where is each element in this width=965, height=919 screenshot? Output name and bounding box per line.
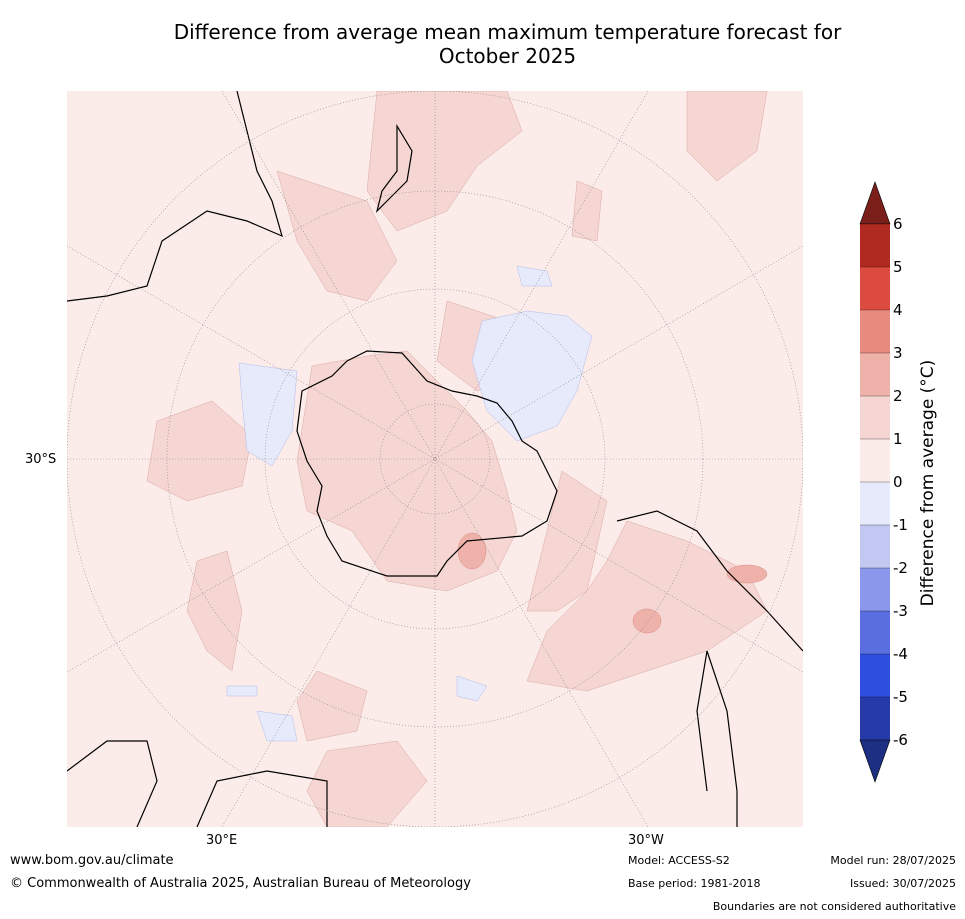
south-america-coastline — [616, 510, 803, 827]
footer-model: Model: ACCESS-S2 — [628, 854, 730, 867]
colorbar-tick-label: 1 — [893, 430, 903, 448]
colorbar-tick-label: 0 — [893, 473, 903, 491]
continent-coastlines — [67, 91, 803, 827]
africa-coastline — [67, 740, 328, 827]
footer-base-period: Base period: 1981-2018 — [628, 877, 761, 890]
colorbar-segment — [860, 568, 890, 611]
colorbar — [859, 181, 891, 783]
polar-map — [67, 91, 803, 827]
lat-label-30s: 30°S — [25, 452, 57, 467]
colorbar-segment — [860, 697, 890, 740]
colorbar-tick-label: -3 — [893, 602, 908, 620]
footer-website[interactable]: www.bom.gov.au/climate — [10, 853, 174, 868]
lon-label-30e: 30°E — [206, 833, 238, 848]
colorbar-tick-label: -6 — [893, 731, 908, 749]
antarctica-coastline — [296, 350, 558, 577]
colorbar-segment — [860, 267, 890, 310]
colorbar-tick-label: 6 — [893, 215, 903, 233]
warm-anomaly-regions — [146, 91, 768, 827]
footer-issued: Issued: 30/07/2025 — [849, 877, 956, 890]
colorbar-segment — [860, 310, 890, 353]
colorbar-arrow-bottom — [859, 739, 891, 783]
colorbar-segment — [860, 396, 890, 439]
colorbar-tick-label: 2 — [893, 387, 903, 405]
australia-coastline — [67, 91, 283, 302]
colorbar-segment — [860, 353, 890, 396]
map-canvas — [67, 91, 803, 827]
colorbar-segment — [860, 654, 890, 697]
title-line-1: Difference from average mean maximum tem… — [173, 20, 842, 44]
footer-copyright: © Commonwealth of Australia 2025, Austra… — [10, 876, 471, 891]
colorbar-tick-label: -5 — [893, 688, 908, 706]
title-line-2: October 2025 — [438, 44, 577, 68]
colorbar-segment — [860, 525, 890, 568]
colorbar-segment — [860, 611, 890, 654]
colorbar-segments — [859, 181, 891, 783]
colorbar-tick-label: 3 — [893, 344, 903, 362]
lon-label-30w: 30°W — [628, 833, 664, 848]
colorbar-tick-label: -4 — [893, 645, 908, 663]
colorbar-tick-label: 5 — [893, 258, 903, 276]
colorbar-tick-label: -2 — [893, 559, 908, 577]
footer-disclaimer: Boundaries are not considered authoritat… — [712, 900, 956, 913]
colorbar-arrow-top — [859, 181, 891, 225]
colorbar-segment — [860, 224, 890, 267]
colorbar-segment — [860, 482, 890, 525]
new-zealand-coastline — [375, 123, 413, 213]
colorbar-segment — [860, 439, 890, 482]
footer-model-run: Model run: 28/07/2025 — [830, 854, 956, 867]
colorbar-label: Difference from average (°C) — [918, 359, 938, 607]
strong-warm-anomaly-spots — [457, 532, 768, 634]
colorbar-tick-label: 4 — [893, 301, 903, 319]
graticule — [67, 91, 803, 827]
colorbar-tick-label: -1 — [893, 516, 908, 534]
map-title: Difference from average mean maximum tem… — [60, 20, 955, 68]
